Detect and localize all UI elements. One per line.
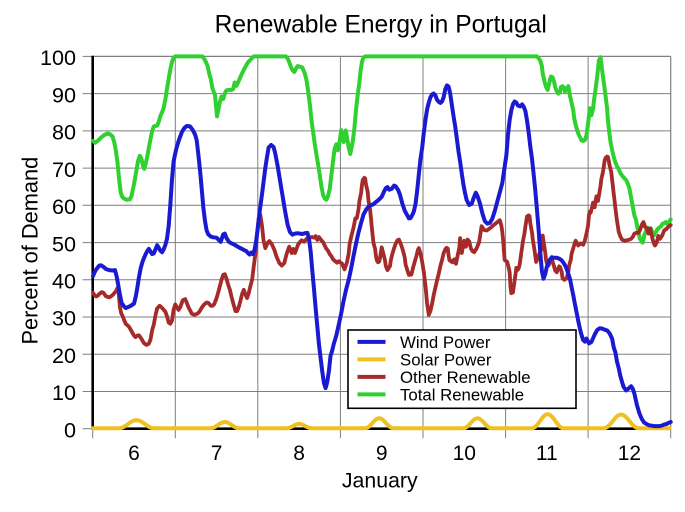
svg-text:January: January xyxy=(342,468,418,492)
svg-text:10: 10 xyxy=(52,380,76,405)
svg-text:11: 11 xyxy=(536,442,558,465)
svg-text:9: 9 xyxy=(376,442,388,465)
svg-text:0: 0 xyxy=(64,417,76,442)
svg-text:50: 50 xyxy=(52,231,76,256)
svg-text:30: 30 xyxy=(52,306,76,331)
svg-text:Wind Power: Wind Power xyxy=(400,333,491,352)
svg-text:7: 7 xyxy=(211,442,223,465)
svg-text:10: 10 xyxy=(453,442,476,465)
svg-text:Total Renewable: Total Renewable xyxy=(400,385,524,404)
svg-text:80: 80 xyxy=(52,120,76,145)
svg-text:Percent of Demand: Percent of Demand xyxy=(17,157,42,345)
svg-text:Other Renewable: Other Renewable xyxy=(400,368,531,387)
svg-text:60: 60 xyxy=(52,194,76,219)
svg-text:100: 100 xyxy=(40,45,76,70)
svg-text:70: 70 xyxy=(52,157,76,182)
svg-text:40: 40 xyxy=(52,269,76,294)
svg-text:90: 90 xyxy=(52,82,76,107)
svg-text:8: 8 xyxy=(293,442,305,465)
svg-text:20: 20 xyxy=(52,343,76,368)
svg-text:12: 12 xyxy=(618,442,641,465)
svg-text:Solar Power: Solar Power xyxy=(400,350,492,369)
svg-text:6: 6 xyxy=(128,442,140,465)
svg-text:Renewable Energy in Portugal: Renewable Energy in Portugal xyxy=(215,11,547,38)
